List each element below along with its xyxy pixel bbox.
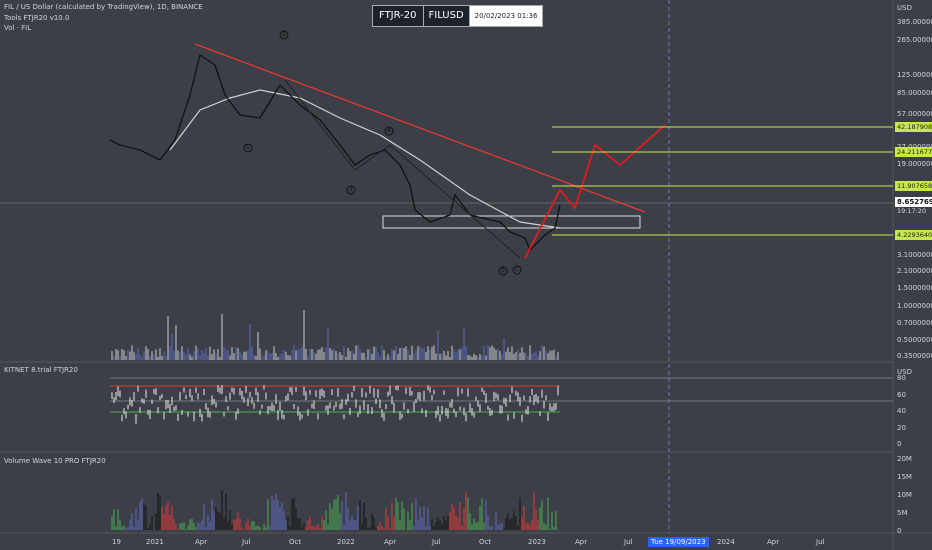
price-tick-label: 265.0000000 xyxy=(897,36,932,44)
time-tick-label: Jul xyxy=(432,538,441,546)
badge-brand: FTJR-20 xyxy=(373,6,424,26)
moving-average xyxy=(169,89,561,229)
panel-axis-label: 20 xyxy=(897,424,906,432)
panel-axis-label: 20M xyxy=(897,455,912,463)
level-label: 4.2293640 xyxy=(895,230,932,240)
wave-label: C xyxy=(515,266,520,273)
projection xyxy=(524,124,666,259)
wave-marker xyxy=(512,265,522,275)
price-tick-label: 125.0000000 xyxy=(897,71,932,79)
wave-label: 1 xyxy=(246,144,250,151)
wave-marker xyxy=(279,30,289,40)
level-label: 24.2116774 xyxy=(895,147,932,157)
time-tick-label: Apr xyxy=(384,538,397,546)
price-tick-label: 57.0000000 xyxy=(897,110,932,118)
tools-label: Tools FTJR20 v10.0 xyxy=(4,14,70,22)
panel-title: Volume Wave 10 PRO FTJR20 xyxy=(4,457,106,465)
time-tick-label: 2022 xyxy=(337,538,355,546)
countdown: 19:17:20 xyxy=(897,207,927,215)
time-tick-label: Oct xyxy=(289,538,302,546)
level-label: 42.1879081 xyxy=(895,122,932,132)
time-tick-label: Apr xyxy=(767,538,780,546)
price-tick-label: 2.1000000 xyxy=(897,267,932,275)
price-tick-label: 0.7000000 xyxy=(897,319,932,327)
wave-label: 3 xyxy=(349,186,353,193)
trend-line xyxy=(194,43,646,213)
price-tick-label: 3.1000000 xyxy=(897,251,932,259)
price-tick-label: 0.3500000 xyxy=(897,352,932,360)
panel-axis-label: USD xyxy=(897,368,912,376)
time-tick-label: Apr xyxy=(195,538,208,546)
range-box xyxy=(382,215,641,229)
wave-label: 5 xyxy=(501,267,505,274)
wave-marker xyxy=(498,266,508,276)
price-tick-label: 0.5000000 xyxy=(897,336,932,344)
price-tick-label: 385.0000000 xyxy=(897,18,932,26)
wave-label: 2 xyxy=(282,31,286,38)
panel-axis-label: 0 xyxy=(897,440,902,448)
panel-axis-label: 5M xyxy=(897,509,908,517)
time-tick-label: 19 xyxy=(112,538,121,546)
badge: FTJR-20 FILUSD 20/02/2023 01:36 xyxy=(372,5,544,27)
panel-title: KITNET 8.trial FTJR20 xyxy=(4,366,78,374)
time-tick-label: 2021 xyxy=(146,538,164,546)
crosshair-date: Tue 19/09/2023 xyxy=(648,537,709,547)
badge-symbol: FILUSD xyxy=(424,6,470,26)
wave-marker xyxy=(243,143,253,153)
last-price: 8.6527692 xyxy=(895,197,932,207)
panel-axis-label: 0 xyxy=(897,527,902,535)
panel-axis-label: 60 xyxy=(897,391,906,399)
axis-currency: USD xyxy=(897,4,912,12)
wave-marker xyxy=(346,185,356,195)
time-tick-label: Oct xyxy=(479,538,492,546)
panel-axis-label: 80 xyxy=(897,374,906,382)
price-tick-label: 85.0000000 xyxy=(897,89,932,97)
wave-lines xyxy=(284,79,521,259)
panel-axis-label: 10M xyxy=(897,491,912,499)
price-tick-label: 1.0000000 xyxy=(897,302,932,310)
time-tick-label: Jul xyxy=(242,538,251,546)
time-tick-label: Jul xyxy=(624,538,633,546)
badge-date: 20/02/2023 01:36 xyxy=(469,6,543,26)
price-series xyxy=(109,53,561,252)
wave-marker xyxy=(384,126,394,136)
symbol-title: FIL / US Dollar (calculated by TradingVi… xyxy=(4,3,203,11)
wave-label: 4 xyxy=(387,127,391,134)
volume-label: Vol · FIL xyxy=(4,24,32,32)
time-tick-label: Apr xyxy=(575,538,588,546)
panel-axis-label: 15M xyxy=(897,473,912,481)
time-tick-label: Jul xyxy=(816,538,825,546)
price-tick-label: 19.0000000 xyxy=(897,160,932,168)
time-tick-label: 2023 xyxy=(528,538,546,546)
panel-axis-label: 40 xyxy=(897,407,906,415)
price-tick-label: 1.5000000 xyxy=(897,284,932,292)
time-tick-label: 2024 xyxy=(717,538,735,546)
